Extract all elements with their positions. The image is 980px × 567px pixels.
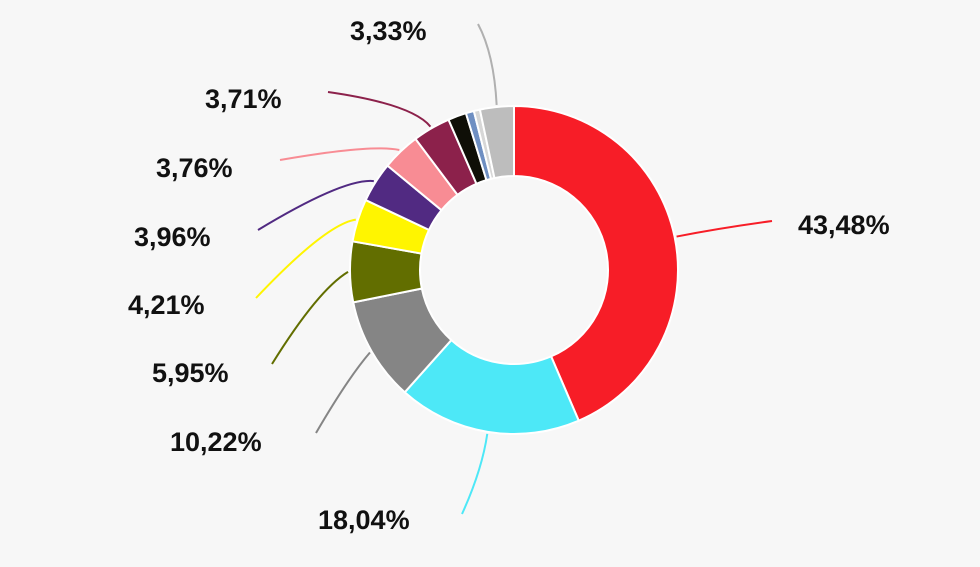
data-label: 5,95% [152, 358, 229, 388]
leader-line [327, 91, 432, 128]
data-labels: 43,48% 18,04% 10,22% 5,95% 4,21% 3,96% 3,76% 3,… [128, 16, 890, 535]
leader-line [271, 271, 349, 365]
data-label: 43,48% [798, 210, 890, 240]
leader-line [279, 147, 400, 161]
leader-line [255, 218, 356, 299]
leader-line [315, 351, 371, 434]
donut-slices [349, 104, 679, 435]
leader-line [676, 220, 773, 238]
leader-line [477, 23, 498, 105]
data-label: 3,76% [156, 153, 233, 183]
data-label: 10,22% [170, 427, 262, 457]
data-label: 18,04% [318, 505, 410, 535]
data-label: 3,71% [205, 84, 282, 114]
leader-line [461, 433, 489, 515]
slice-333 [478, 104, 515, 180]
slice-4348 [513, 104, 679, 422]
data-label: 4,21% [128, 290, 205, 320]
data-label: 3,96% [134, 222, 211, 252]
leader-line [257, 179, 374, 231]
leader-lines [255, 23, 773, 515]
data-label: 3,33% [350, 16, 427, 46]
